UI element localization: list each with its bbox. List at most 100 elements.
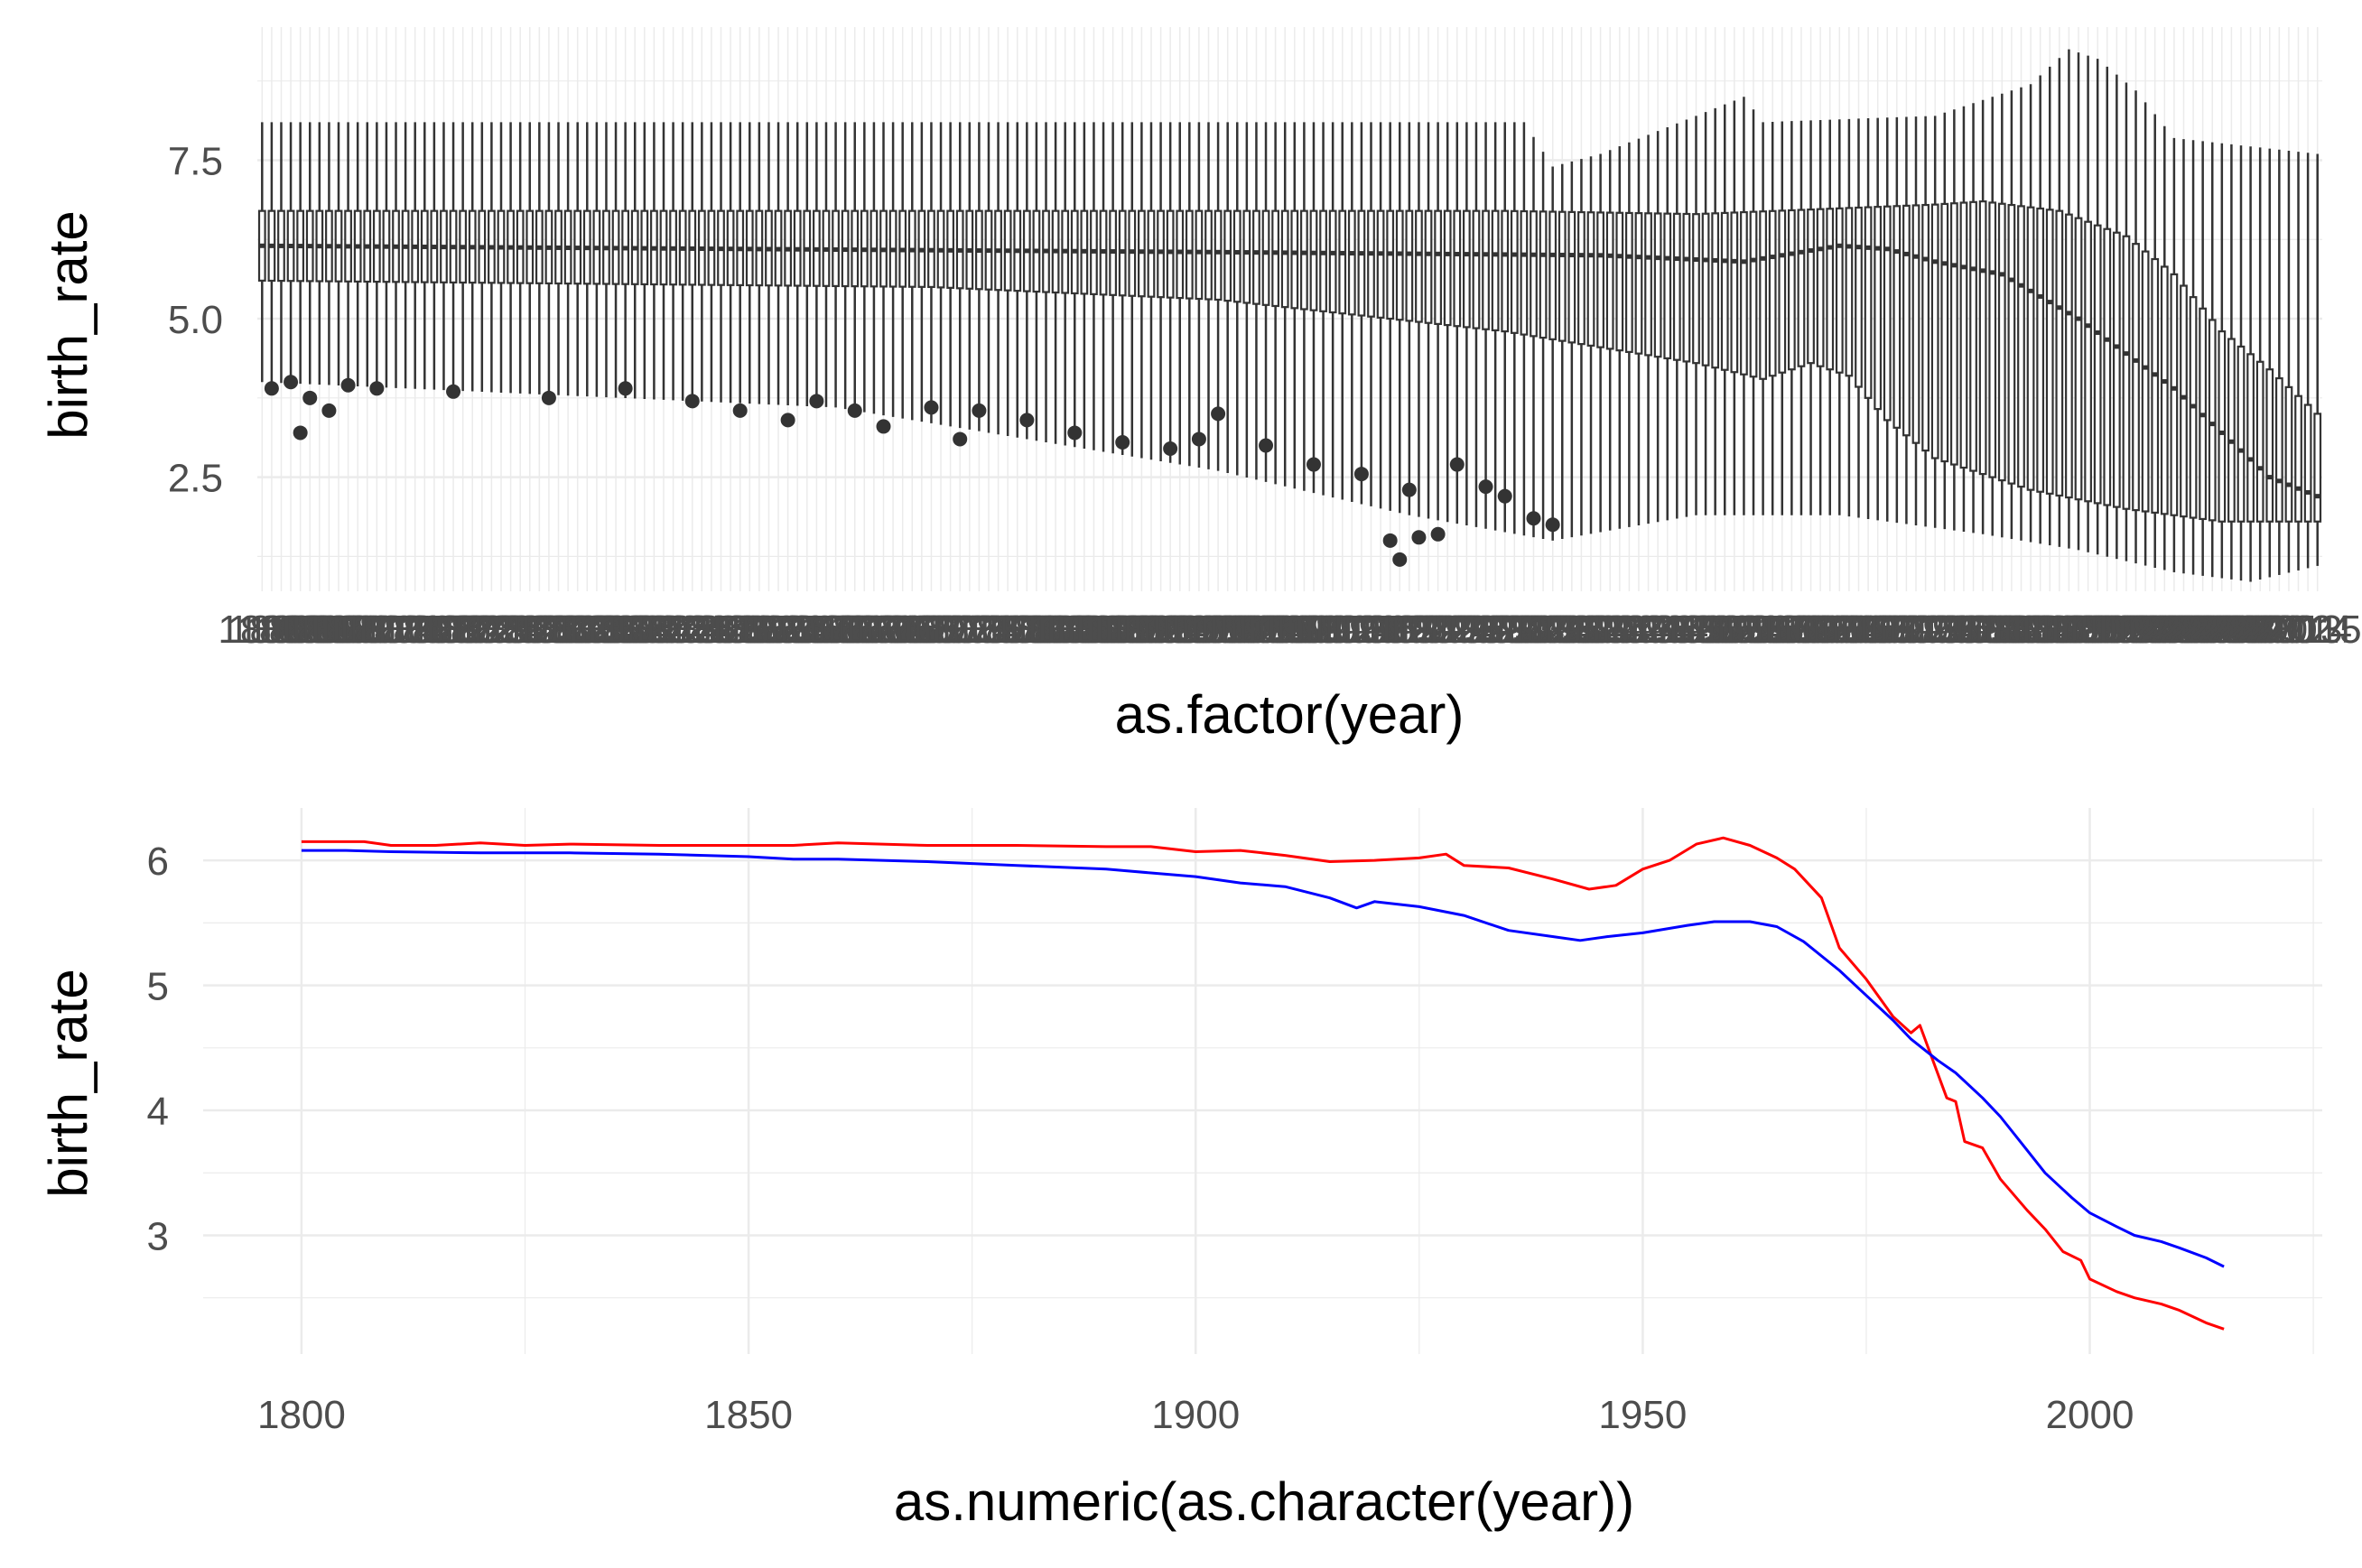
top-x-tick-label: 1937 <box>1528 608 1616 652</box>
top-x-tick-label: 1823 <box>438 608 526 652</box>
top-x-tick-label: 1847 <box>667 608 756 652</box>
box-body <box>2160 265 2169 515</box>
top-x-tick-label: 2010 <box>2226 608 2314 652</box>
box-body <box>1902 204 1911 437</box>
top-x-tick-label: 1864 <box>830 608 918 652</box>
top-x-tick-label: 1869 <box>878 608 966 652</box>
box-body <box>1376 209 1385 319</box>
outlier-point <box>1430 526 1446 542</box>
top-x-tick-label: 1821 <box>419 608 507 652</box>
top-x-tick-label: 1813 <box>342 608 431 652</box>
top-x-tick-label: 2000 <box>2130 608 2218 652</box>
top-x-tick-label: 1802 <box>237 608 326 652</box>
box-body <box>1586 211 1595 347</box>
top-x-tick-label: 1947 <box>1623 608 1712 652</box>
box-body <box>1577 210 1586 346</box>
top-x-tick-label: 1932 <box>1480 608 1568 652</box>
top-x-tick-label: 1858 <box>772 608 860 652</box>
top-x-tick-label: 1836 <box>563 608 651 652</box>
top-x-tick-label: 1811 <box>324 608 410 652</box>
top-x-tick-label: 1809 <box>304 608 393 652</box>
top-x-tick-label: 1866 <box>849 608 937 652</box>
bottom-y-tick-label: 4 <box>147 1090 169 1134</box>
box-body <box>2236 345 2246 523</box>
box-body <box>1978 200 1987 476</box>
box-body <box>1615 211 1624 352</box>
top-x-tick-label: 1941 <box>1566 608 1654 652</box>
top-x-tick-label: 1999 <box>2120 608 2209 652</box>
box-body <box>1605 211 1614 350</box>
top-x-tick-label: 1993 <box>2063 608 2152 652</box>
outlier-point <box>1382 533 1398 548</box>
box-body <box>1395 209 1404 321</box>
box-body <box>2026 206 2035 491</box>
bottom-y-axis-title: birth_rate <box>38 969 98 1197</box>
box-body <box>1338 209 1347 315</box>
top-x-tick-label: 1861 <box>801 608 889 652</box>
top-x-tick-label: 1966 <box>1805 608 1893 652</box>
top-x-tick-label: 1895 <box>1126 608 1214 652</box>
top-x-tick-label: 1964 <box>1786 608 1874 652</box>
box-body <box>1357 209 1366 317</box>
top-x-tick-label: 1852 <box>715 608 804 652</box>
bottom-y-tick-label: 5 <box>147 965 169 1009</box>
box-body <box>1252 209 1260 305</box>
box-body <box>1386 209 1395 320</box>
box-body <box>2112 231 2121 508</box>
box-body <box>1883 205 1892 422</box>
box-body <box>2103 227 2112 506</box>
bottom-x-tick-label: 1950 <box>1598 1393 1687 1437</box>
top-x-tick-label: 1887 <box>1050 608 1139 652</box>
top-x-tick-label: 1846 <box>657 608 746 652</box>
box-body <box>1797 209 1806 367</box>
outlier-point <box>780 413 795 428</box>
top-x-tick-label: 1921 <box>1374 608 1463 652</box>
top-x-tick-label: 1806 <box>275 608 364 652</box>
outlier-point <box>972 403 987 418</box>
top-x-tick-label: 1975 <box>1891 608 1979 652</box>
box-body <box>1711 212 1720 369</box>
top-x-tick-label: 1841 <box>609 608 698 652</box>
top-x-tick-label: 1832 <box>524 608 612 652</box>
top-x-tick-label: 2002 <box>2149 608 2237 652</box>
top-x-tick-label: 1955 <box>1699 608 1788 652</box>
box-body <box>1319 209 1327 312</box>
box-body <box>1501 209 1510 333</box>
top-x-tick-label: 1899 <box>1165 608 1253 652</box>
top-x-tick-label: 1986 <box>1996 608 2085 652</box>
box-body <box>1415 209 1423 323</box>
top-x-tick-label: 1996 <box>2092 608 2181 652</box>
top-x-tick-label: 1974 <box>1882 608 1970 652</box>
top-x-tick-label: 2007 <box>2197 608 2285 652</box>
box-body <box>1864 206 1873 399</box>
box-body <box>1453 209 1462 328</box>
box-body <box>1596 211 1604 348</box>
top-x-tick-label: 1965 <box>1795 608 1883 652</box>
top-x-tick-label: 1825 <box>457 608 545 652</box>
top-x-tick-label: 1982 <box>1957 608 2046 652</box>
top-x-tick-label: 1827 <box>476 608 564 652</box>
top-x-tick-label: 1831 <box>515 608 603 652</box>
outlier-point <box>369 381 385 396</box>
box-body <box>1166 209 1175 299</box>
top-x-tick-label: 2005 <box>2178 608 2266 652</box>
box-body <box>1787 209 1796 371</box>
box-body <box>1720 211 1729 371</box>
top-x-tick-label: 1995 <box>2082 608 2171 652</box>
top-x-tick-label: 1944 <box>1595 608 1683 652</box>
box-body <box>1558 210 1567 342</box>
box-body <box>2074 217 2083 501</box>
box-body <box>2045 209 2054 495</box>
top-x-tick-label: 1812 <box>332 608 421 652</box>
top-x-tick-label: 1891 <box>1088 608 1176 652</box>
box-body <box>2227 338 2236 523</box>
top-x-tick-label: 2008 <box>2207 608 2295 652</box>
top-x-tick-label: 1984 <box>1977 608 2066 652</box>
box-body <box>1653 212 1662 358</box>
box-body <box>2208 319 2217 522</box>
top-x-tick-label: 1968 <box>1824 608 1912 652</box>
top-x-tick-label: 1997 <box>2101 608 2190 652</box>
top-x-tick-label: 1911 <box>1280 608 1366 652</box>
box-body <box>1367 209 1375 318</box>
